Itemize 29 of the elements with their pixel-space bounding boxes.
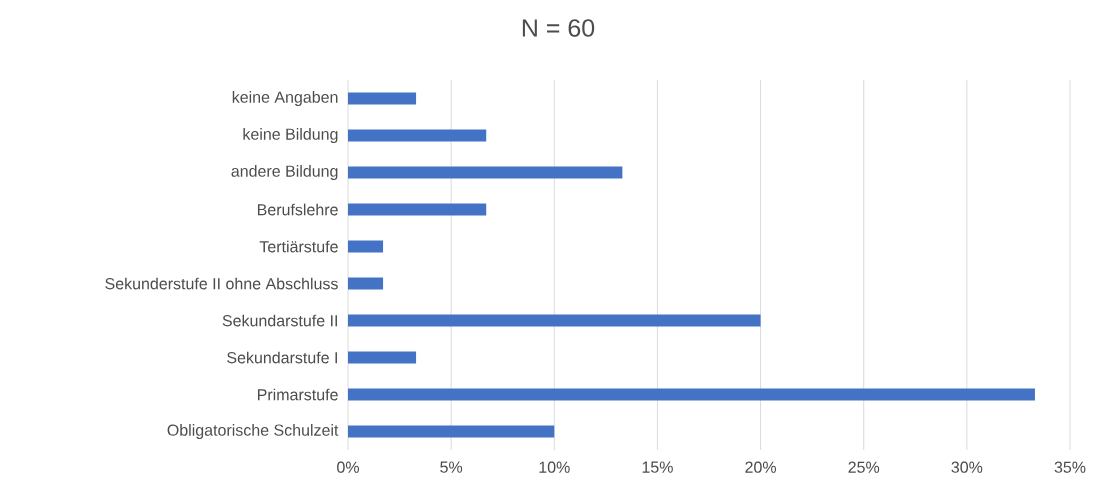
x-tick-label: 0% bbox=[337, 461, 359, 473]
y-tick-label: keine Angaben bbox=[232, 91, 338, 106]
y-tick-label: Sekunderstufe II ohne Abschluss bbox=[105, 277, 338, 290]
y-tick-label: andere Bildung bbox=[231, 165, 338, 180]
bar bbox=[348, 314, 761, 327]
x-tick-label: 25% bbox=[848, 461, 880, 473]
x-tick-label: 10% bbox=[539, 461, 570, 473]
x-tick-label: 20% bbox=[745, 461, 777, 473]
bar bbox=[348, 166, 623, 179]
y-tick-label: Berufslehre bbox=[257, 203, 338, 216]
y-tick-label: Tertiärstufe bbox=[259, 240, 338, 253]
bar bbox=[348, 92, 417, 105]
bar bbox=[348, 203, 487, 216]
bar bbox=[348, 129, 487, 142]
x-tick-label: 30% bbox=[951, 461, 983, 473]
y-tick-label: keine Bildung bbox=[243, 128, 338, 143]
chart-title: N = 60 bbox=[522, 19, 595, 37]
x-tick-label: 5% bbox=[440, 461, 463, 473]
x-tick-label: 35% bbox=[1054, 461, 1086, 473]
bar bbox=[348, 425, 555, 438]
bar bbox=[348, 351, 417, 364]
bar bbox=[348, 240, 384, 253]
y-tick-label: Primarstufe bbox=[257, 388, 338, 401]
y-tick-label: Sekundarstufe II bbox=[222, 314, 337, 327]
bar bbox=[348, 388, 1035, 401]
bar bbox=[348, 277, 384, 290]
y-tick-label: Obligatorische Schulzeit bbox=[167, 424, 339, 439]
x-tick-label: 15% bbox=[642, 461, 673, 473]
y-tick-label: Sekundarstufe I bbox=[227, 351, 337, 364]
